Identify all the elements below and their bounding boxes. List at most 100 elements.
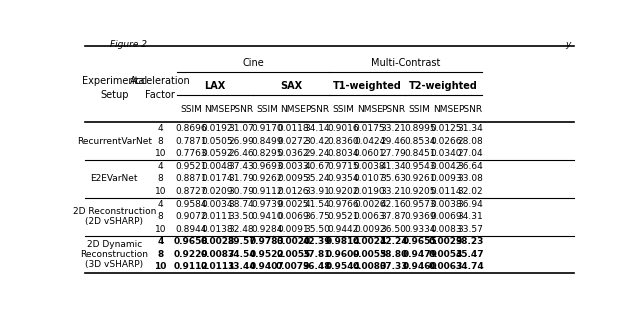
Text: 0.9016: 0.9016 bbox=[328, 124, 359, 133]
Text: 0.0055: 0.0055 bbox=[276, 250, 310, 259]
Text: 2D Reconstruction
(2D vSHARP): 2D Reconstruction (2D vSHARP) bbox=[72, 207, 156, 226]
Text: 0.0424: 0.0424 bbox=[354, 137, 385, 146]
Text: 35.47: 35.47 bbox=[456, 250, 484, 259]
Text: 36.50: 36.50 bbox=[381, 225, 406, 234]
Text: 8: 8 bbox=[157, 174, 163, 183]
Text: 0.9112: 0.9112 bbox=[174, 263, 209, 271]
Text: 4: 4 bbox=[157, 124, 163, 133]
Text: 0.8944: 0.8944 bbox=[175, 225, 207, 234]
Text: 0.0114: 0.0114 bbox=[430, 187, 462, 196]
Text: 0.8995: 0.8995 bbox=[404, 124, 436, 133]
Text: 34.74: 34.74 bbox=[456, 263, 484, 271]
Text: 0.8499: 0.8499 bbox=[252, 137, 283, 146]
Text: 0.9354: 0.9354 bbox=[328, 174, 359, 183]
Text: 32.02: 32.02 bbox=[457, 187, 483, 196]
Text: 8: 8 bbox=[157, 212, 163, 221]
Text: 0.9202: 0.9202 bbox=[328, 187, 359, 196]
Text: 0.0362: 0.0362 bbox=[278, 149, 309, 158]
Text: 30.42: 30.42 bbox=[304, 137, 330, 146]
Text: 0.0063: 0.0063 bbox=[429, 263, 463, 271]
Text: Multi-Contrast: Multi-Contrast bbox=[371, 58, 440, 68]
Text: 0.0025: 0.0025 bbox=[278, 200, 309, 209]
Text: 33.57: 33.57 bbox=[457, 225, 483, 234]
Text: 0.8534: 0.8534 bbox=[404, 137, 435, 146]
Text: 0.9658: 0.9658 bbox=[174, 237, 209, 246]
Text: 34.31: 34.31 bbox=[457, 212, 483, 221]
Text: 0.0107: 0.0107 bbox=[354, 174, 385, 183]
Text: 0.9573: 0.9573 bbox=[404, 200, 436, 209]
Text: 26.99: 26.99 bbox=[228, 137, 254, 146]
Text: 0.9609: 0.9609 bbox=[326, 250, 361, 259]
Text: 0.0079: 0.0079 bbox=[276, 263, 310, 271]
Text: 0.0083: 0.0083 bbox=[430, 225, 462, 234]
Text: Experimental: Experimental bbox=[81, 75, 147, 85]
Text: SAX: SAX bbox=[280, 81, 302, 91]
Text: T1-weighted: T1-weighted bbox=[333, 81, 402, 91]
Text: PSNR: PSNR bbox=[381, 105, 406, 114]
Text: 36.48: 36.48 bbox=[303, 263, 332, 271]
Text: 0.9766: 0.9766 bbox=[328, 200, 359, 209]
Text: 36.94: 36.94 bbox=[457, 200, 483, 209]
Text: 0.9261: 0.9261 bbox=[404, 174, 435, 183]
Text: 0.9262: 0.9262 bbox=[252, 174, 283, 183]
Text: 42.24: 42.24 bbox=[379, 237, 408, 246]
Text: 0.0190: 0.0190 bbox=[354, 187, 385, 196]
Text: 0.9783: 0.9783 bbox=[250, 237, 285, 246]
Text: 0.9229: 0.9229 bbox=[174, 250, 209, 259]
Text: 41.34: 41.34 bbox=[381, 162, 406, 171]
Text: 0.0029: 0.0029 bbox=[429, 237, 463, 246]
Text: 0.0111: 0.0111 bbox=[202, 212, 233, 221]
Text: 0.0091: 0.0091 bbox=[278, 225, 309, 234]
Text: NMSE: NMSE bbox=[356, 105, 383, 114]
Text: 39.57: 39.57 bbox=[227, 237, 255, 246]
Text: 0.0034: 0.0034 bbox=[202, 200, 233, 209]
Text: 0.0069: 0.0069 bbox=[278, 212, 309, 221]
Text: 0.9521: 0.9521 bbox=[175, 162, 207, 171]
Text: SSIM: SSIM bbox=[180, 105, 202, 114]
Text: 8: 8 bbox=[157, 250, 163, 259]
Text: 34.14: 34.14 bbox=[304, 124, 330, 133]
Text: 0.0126: 0.0126 bbox=[278, 187, 309, 196]
Text: 26.46: 26.46 bbox=[228, 149, 254, 158]
Text: 0.0175: 0.0175 bbox=[354, 124, 385, 133]
Text: 0.0505: 0.0505 bbox=[202, 137, 233, 146]
Text: 4: 4 bbox=[157, 237, 164, 246]
Text: 33.44: 33.44 bbox=[227, 263, 255, 271]
Text: 37.81: 37.81 bbox=[303, 250, 332, 259]
Text: 35.63: 35.63 bbox=[381, 174, 406, 183]
Text: Factor: Factor bbox=[145, 90, 175, 100]
Text: 33.91: 33.91 bbox=[304, 187, 330, 196]
Text: 40.67: 40.67 bbox=[304, 162, 330, 171]
Text: 0.0340: 0.0340 bbox=[430, 149, 462, 158]
Text: 0.0192: 0.0192 bbox=[202, 124, 233, 133]
Text: 0.0266: 0.0266 bbox=[430, 137, 462, 146]
Text: 0.9715: 0.9715 bbox=[328, 162, 359, 171]
Text: 0.9407: 0.9407 bbox=[250, 263, 285, 271]
Text: E2EVarNet: E2EVarNet bbox=[90, 174, 138, 183]
Text: 0.0026: 0.0026 bbox=[354, 200, 385, 209]
Text: 0.0063: 0.0063 bbox=[354, 212, 385, 221]
Text: 0.9334: 0.9334 bbox=[404, 225, 435, 234]
Text: Acceleration: Acceleration bbox=[130, 75, 191, 85]
Text: 0.9284: 0.9284 bbox=[252, 225, 283, 234]
Text: 33.50: 33.50 bbox=[228, 212, 254, 221]
Text: SSIM: SSIM bbox=[256, 105, 278, 114]
Text: 33.21: 33.21 bbox=[381, 187, 406, 196]
Text: 31.34: 31.34 bbox=[457, 124, 483, 133]
Text: SSIM: SSIM bbox=[409, 105, 431, 114]
Text: 0.9442: 0.9442 bbox=[328, 225, 359, 234]
Text: 31.79: 31.79 bbox=[228, 174, 254, 183]
Text: 0.0174: 0.0174 bbox=[202, 174, 233, 183]
Text: 27.79: 27.79 bbox=[381, 149, 406, 158]
Text: 0.0055: 0.0055 bbox=[353, 250, 387, 259]
Text: 36.75: 36.75 bbox=[304, 212, 330, 221]
Text: 0.7763: 0.7763 bbox=[175, 149, 207, 158]
Text: 0.0087: 0.0087 bbox=[200, 250, 235, 259]
Text: 38.80: 38.80 bbox=[380, 250, 408, 259]
Text: 42.39: 42.39 bbox=[303, 237, 332, 246]
Text: 0.9072: 0.9072 bbox=[175, 212, 207, 221]
Text: 10: 10 bbox=[155, 225, 166, 234]
Text: 4: 4 bbox=[157, 200, 163, 209]
Text: 30.79: 30.79 bbox=[228, 187, 254, 196]
Text: 31.07: 31.07 bbox=[228, 124, 254, 133]
